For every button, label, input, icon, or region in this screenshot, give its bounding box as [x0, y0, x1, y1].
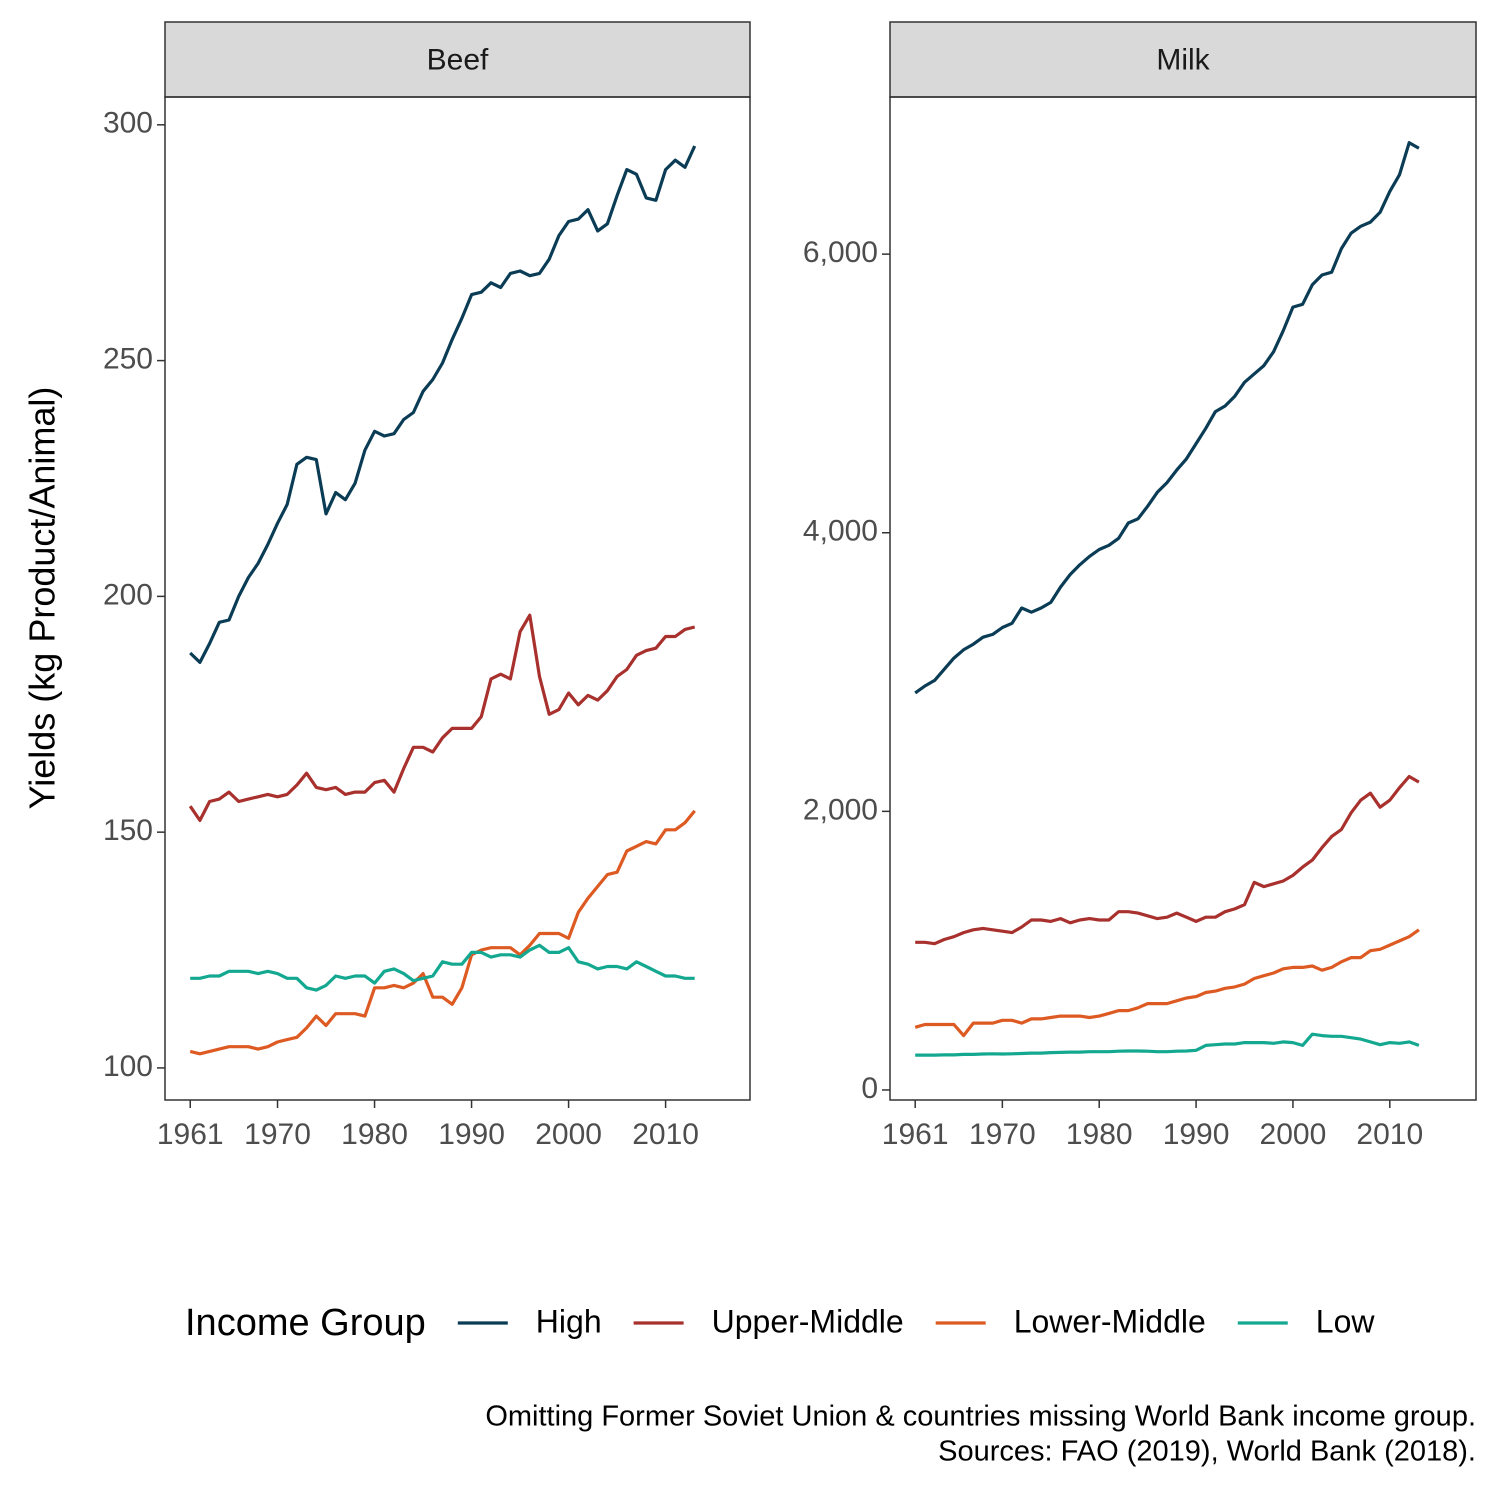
x-tick-label: 2010: [632, 1118, 699, 1151]
series-line: [914, 928, 1420, 1038]
series-line: [188, 613, 696, 822]
series-line: [915, 1032, 1420, 1057]
y-tick-label: 6,000: [803, 236, 878, 269]
series-line: [915, 774, 1420, 946]
series-line: [189, 145, 697, 664]
y-tick-label: 0: [861, 1072, 878, 1105]
y-tick-label: 250: [103, 343, 153, 376]
x-tick-label: 2010: [1356, 1118, 1423, 1151]
legend-label: Low: [1316, 1303, 1376, 1339]
y-axis-title: Yields (kg Product/Animal): [22, 387, 63, 810]
panel-border: [889, 96, 1477, 1101]
x-tick-label: 1970: [244, 1118, 311, 1151]
series-line: [914, 141, 1420, 695]
x-tick-label: 2000: [1260, 1118, 1327, 1151]
legend-label: Lower-Middle: [1014, 1303, 1206, 1339]
y-tick-label: 2,000: [803, 793, 878, 826]
facet-title: Milk: [1156, 43, 1210, 76]
x-tick-label: 1980: [341, 1118, 408, 1151]
x-tick-label: 1990: [438, 1118, 505, 1151]
caption: Sources: FAO (2019), World Bank (2018).: [938, 1436, 1476, 1468]
x-tick-label: 1990: [1163, 1118, 1230, 1151]
y-tick-label: 4,000: [803, 515, 878, 548]
y-tick-label: 150: [103, 814, 153, 847]
panel-border: [164, 96, 751, 1101]
x-tick-label: 2000: [535, 1118, 602, 1151]
legend-label: High: [536, 1303, 602, 1339]
legend-title: Income Group: [185, 1302, 426, 1344]
x-tick-label: 1980: [1066, 1118, 1133, 1151]
x-tick-label: 1970: [969, 1118, 1036, 1151]
facet-strip: [889, 21, 1477, 98]
y-tick-label: 100: [103, 1050, 153, 1083]
y-tick-label: 200: [103, 578, 153, 611]
series-line: [190, 943, 695, 992]
legend-label: Upper-Middle: [712, 1303, 904, 1339]
y-tick-label: 300: [103, 107, 153, 140]
x-tick-label: 1961: [157, 1118, 224, 1151]
series-line: [189, 809, 696, 1056]
x-tick-label: 1961: [882, 1118, 949, 1151]
facet-strip: [164, 21, 751, 98]
caption: Omitting Former Soviet Union & countries…: [485, 1401, 1476, 1433]
facet-title: Beef: [427, 43, 489, 76]
